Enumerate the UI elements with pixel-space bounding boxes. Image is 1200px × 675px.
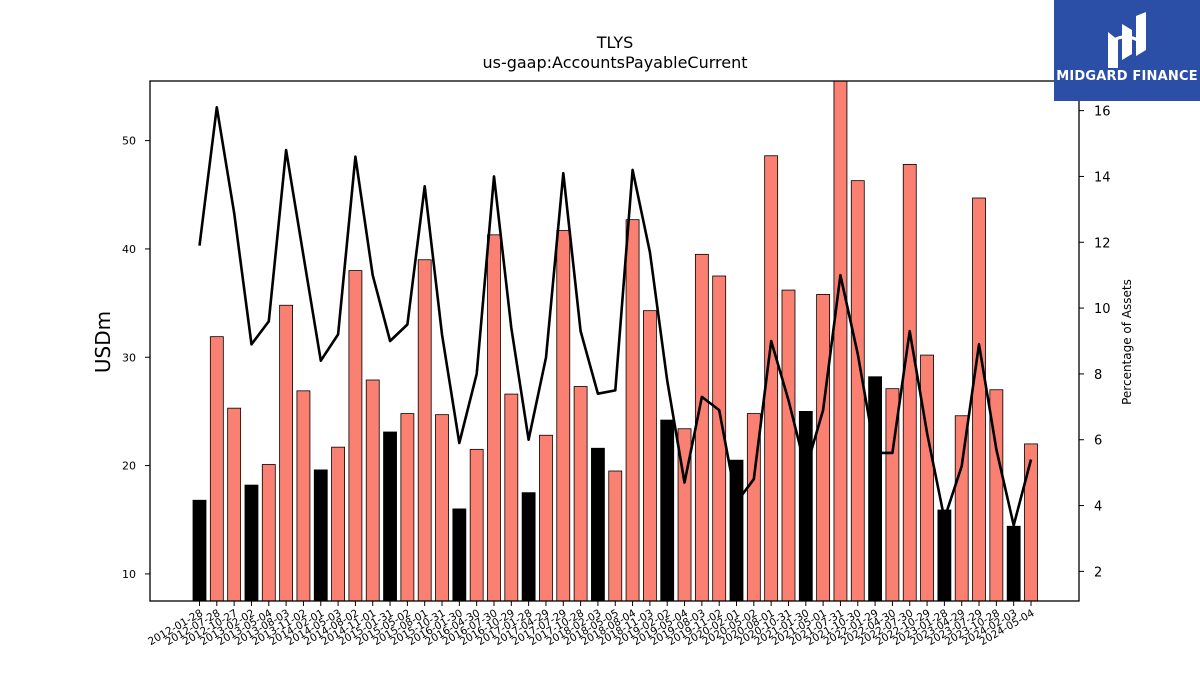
bar bbox=[694, 253, 709, 601]
bar bbox=[625, 219, 640, 601]
bar bbox=[798, 411, 813, 601]
bar bbox=[781, 289, 796, 601]
bar bbox=[660, 419, 675, 601]
bar bbox=[868, 376, 882, 601]
bar bbox=[452, 508, 467, 601]
bar bbox=[383, 431, 397, 601]
bar bbox=[504, 393, 519, 601]
bar bbox=[937, 509, 952, 601]
y2-tick-label: 14 bbox=[1094, 170, 1111, 185]
bar bbox=[521, 492, 536, 601]
logo-text: MIDGARD FINANCE bbox=[1056, 69, 1198, 84]
bar bbox=[833, 81, 848, 601]
bar bbox=[1024, 443, 1038, 601]
bar bbox=[261, 464, 276, 601]
bar bbox=[972, 197, 986, 601]
bar bbox=[902, 164, 917, 601]
y-tick-label: 10 bbox=[122, 568, 136, 581]
y-axis-label: USDm bbox=[91, 311, 115, 373]
bar bbox=[296, 390, 311, 601]
bar bbox=[400, 413, 415, 601]
y-tick-label: 20 bbox=[122, 460, 136, 473]
bar bbox=[487, 234, 501, 601]
y2-axis-label: Percentage of Assets bbox=[1120, 279, 1134, 405]
y-tick-label: 40 bbox=[122, 243, 136, 256]
bar bbox=[539, 434, 553, 601]
bar bbox=[469, 448, 484, 601]
bar bbox=[642, 310, 657, 601]
bar-group bbox=[192, 81, 1038, 601]
bar bbox=[417, 259, 432, 601]
y2-tick-label: 2 bbox=[1094, 565, 1102, 580]
bar bbox=[573, 386, 588, 601]
bar bbox=[850, 180, 865, 601]
bar bbox=[556, 230, 571, 601]
y2-tick-label: 4 bbox=[1094, 500, 1102, 515]
y2-tick-label: 16 bbox=[1094, 105, 1111, 120]
midgard-logo-icon bbox=[1108, 12, 1146, 68]
bar bbox=[313, 469, 328, 601]
bar bbox=[192, 499, 207, 601]
y2-tick-label: 10 bbox=[1094, 302, 1111, 317]
bar bbox=[227, 407, 242, 601]
axes-group: 10203040502468101214162012-01-282012-07-… bbox=[122, 80, 1111, 648]
plot-frame bbox=[149, 80, 1080, 602]
y2-tick-label: 12 bbox=[1094, 236, 1111, 251]
bar bbox=[244, 484, 259, 601]
bar bbox=[764, 155, 779, 601]
y2-tick-label: 8 bbox=[1094, 368, 1102, 383]
bar bbox=[591, 447, 605, 601]
chart-title: TLYS bbox=[596, 33, 634, 52]
y-tick-label: 30 bbox=[122, 351, 136, 364]
bar bbox=[209, 336, 224, 601]
y2-tick-label: 6 bbox=[1094, 434, 1102, 449]
bar bbox=[989, 389, 1004, 601]
bar bbox=[1006, 525, 1021, 601]
bar bbox=[920, 354, 934, 601]
percentage-line bbox=[198, 106, 1033, 527]
bar bbox=[279, 304, 294, 601]
y-tick-label: 50 bbox=[122, 135, 136, 148]
bar bbox=[435, 414, 449, 601]
bar bbox=[348, 270, 363, 601]
line-group bbox=[198, 106, 1033, 527]
bar bbox=[331, 446, 345, 601]
bar bbox=[365, 379, 380, 601]
bar bbox=[954, 415, 969, 601]
chart-subtitle: us-gaap:AccountsPayableCurrent bbox=[482, 53, 747, 72]
bar bbox=[816, 294, 831, 601]
bar bbox=[608, 470, 623, 601]
